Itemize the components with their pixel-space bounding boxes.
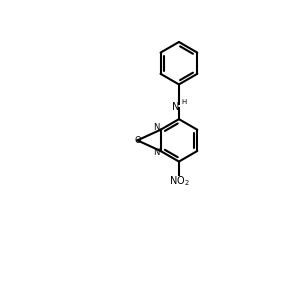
- Text: N: N: [172, 102, 180, 112]
- Text: N: N: [154, 123, 160, 132]
- Text: NO$_2$: NO$_2$: [169, 174, 189, 188]
- Text: N: N: [154, 148, 160, 158]
- Text: H: H: [181, 99, 186, 105]
- Text: O: O: [134, 136, 141, 145]
